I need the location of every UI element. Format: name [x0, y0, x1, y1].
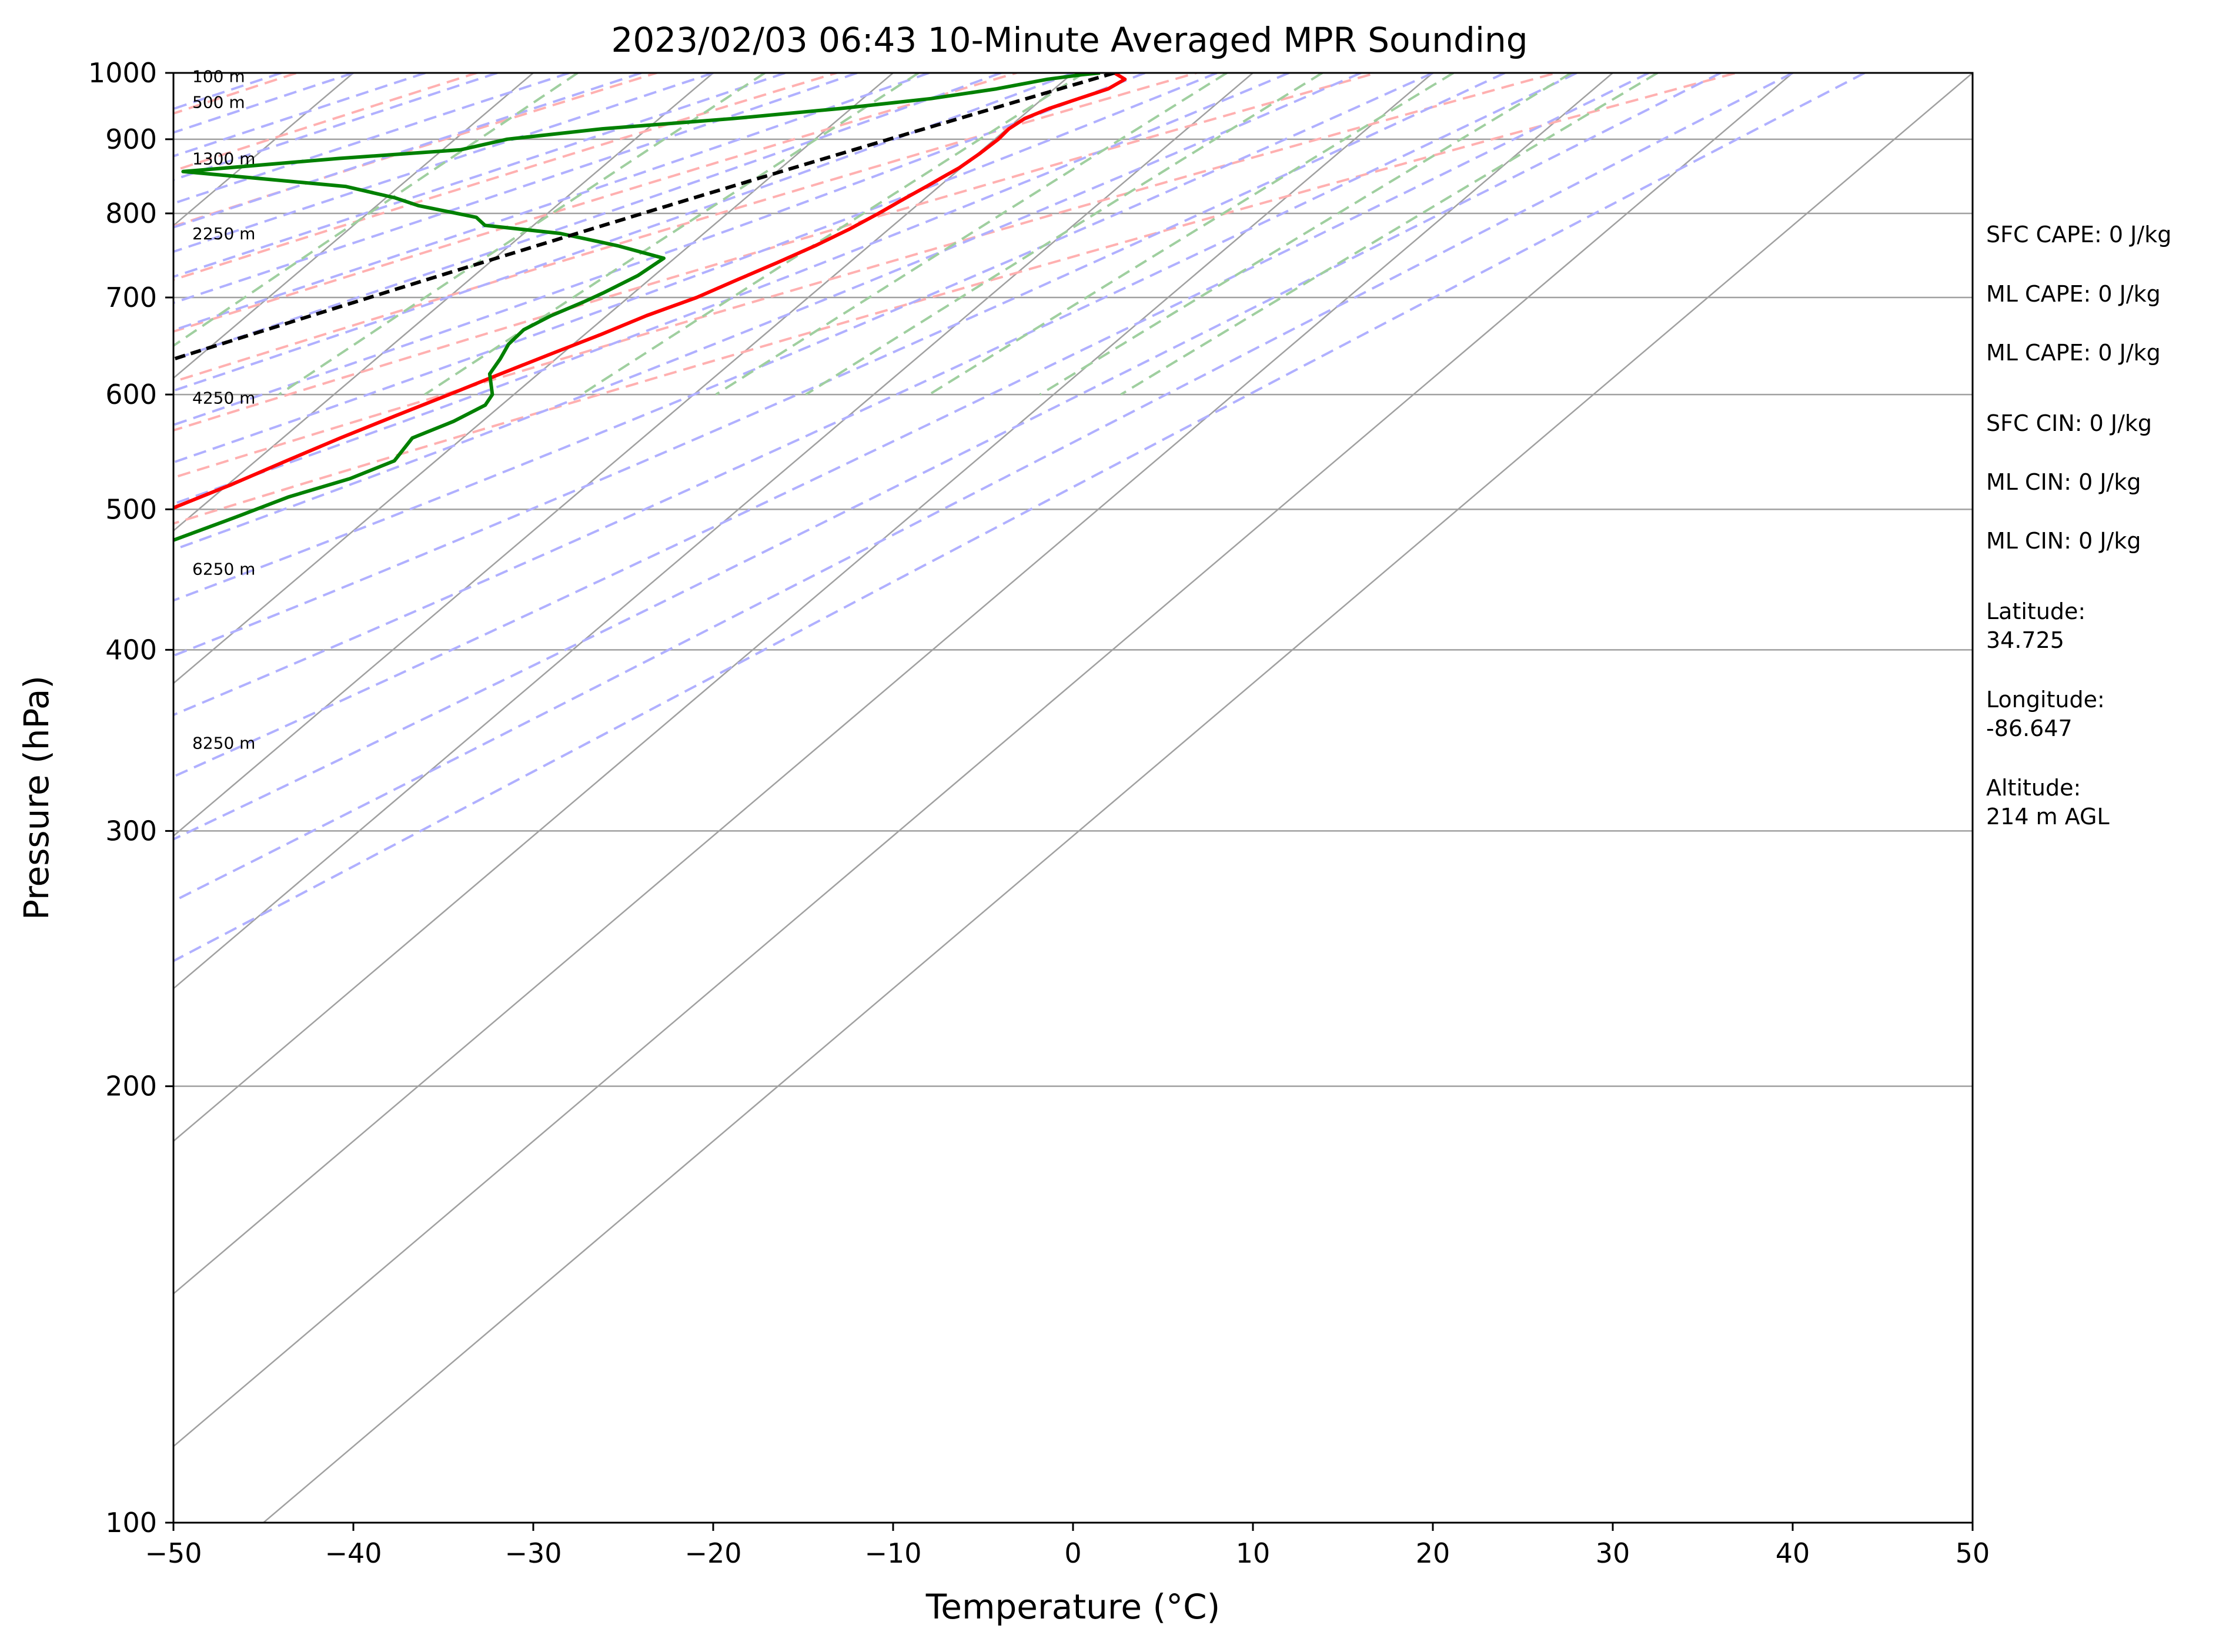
dry-adiabat-line: [173, 73, 1381, 432]
isotherm-line: [173, 73, 534, 379]
moist-adiabat-line: [173, 73, 1577, 717]
isotherm-line: [173, 73, 894, 684]
chart-title: 2023/02/03 06:43 10-Minute Averaged MPR …: [611, 20, 1528, 60]
moist-adiabat-line: [173, 73, 1002, 361]
moist-adiabat-line: [173, 73, 1722, 841]
y-tick-label: 100: [105, 1507, 157, 1539]
x-tick-label: −30: [504, 1537, 561, 1569]
longitude-label: Longitude:: [1986, 687, 2105, 713]
temperature-profile-line: [173, 73, 1127, 510]
background-lines: [173, 73, 1973, 1523]
height-label: 6250 m: [192, 559, 255, 578]
x-tick-label: −20: [684, 1537, 741, 1569]
y-tick-label: 200: [105, 1071, 157, 1102]
y-axis: 100 200 300 400 500 600 700 800 900 1000: [88, 57, 173, 1539]
dry-adiabat-line: [173, 73, 1741, 525]
sfc-cin-text: SFC CIN: 0 J/kg: [1986, 410, 2152, 436]
height-label: 500 m: [192, 92, 245, 112]
latitude-label: Latitude:: [1986, 598, 2085, 624]
x-tick-label: −50: [145, 1537, 202, 1569]
dry-adiabat-line: [173, 73, 1021, 333]
dry-adiabat-line: [173, 73, 1561, 479]
mixing-ratio-line: [928, 73, 1455, 396]
y-tick-label: 500: [105, 493, 157, 525]
y-tick-label: 300: [105, 815, 157, 847]
height-label: 8250 m: [192, 734, 255, 753]
ml-cape-text: ML CAPE: 0 J/kg: [1986, 281, 2161, 307]
y-tick-label: 1000: [88, 57, 157, 89]
sfc-cape-text: SFC CAPE: 0 J/kg: [1986, 222, 2171, 248]
moist-adiabat-line: [173, 73, 1146, 426]
x-tick-label: 40: [1776, 1537, 1810, 1569]
sounding-lines: [173, 73, 1127, 543]
mixing-ratio-line: [1039, 73, 1572, 396]
y-tick-label: 800: [105, 198, 157, 229]
moist-adiabat-line: [173, 73, 1793, 903]
y-tick-label: 700: [105, 282, 157, 313]
dry-adiabat-line: [173, 73, 1201, 383]
dry-adiabat-line: [173, 73, 661, 228]
altitude-label: Altitude:: [1986, 775, 2081, 801]
x-tick-label: 30: [1596, 1537, 1630, 1569]
isotherm-line: [173, 73, 1794, 1447]
side-panel: SFC CAPE: 0 J/kg ML CAPE: 0 J/kg ML CAPE…: [1986, 222, 2171, 830]
moist-adiabat-line: [173, 73, 1650, 778]
height-label: 4250 m: [192, 388, 255, 407]
mixing-ratio-line: [1120, 73, 1659, 396]
ml-cape-text-2: ML CAPE: 0 J/kg: [1986, 340, 2161, 366]
moist-adiabat-line: [173, 73, 1289, 506]
latitude-value: 34.725: [1986, 627, 2064, 653]
height-label: 2250 m: [192, 224, 255, 243]
x-tick-label: −40: [325, 1537, 382, 1569]
mixing-ratio-line: [173, 73, 579, 347]
moist-adiabat-line: [173, 73, 930, 332]
isotherm-line: [173, 73, 1254, 990]
moist-adiabat-line: [173, 73, 498, 181]
mixing-ratio-line: [580, 73, 1085, 396]
moist-adiabat-line: [173, 73, 714, 253]
x-axis-label: Temperature (°C): [925, 1587, 1221, 1627]
y-axis-label: Pressure (hPa): [16, 675, 56, 920]
moist-adiabat-line: [173, 73, 786, 278]
moist-adiabat-line: [173, 73, 1506, 657]
height-label: 100 m: [192, 66, 245, 86]
altitude-value: 214 m AGL: [1986, 804, 2110, 830]
mixing-ratio-line: [805, 73, 1323, 396]
dewpoint-profile-line: [173, 73, 1101, 543]
isotherm-line: [173, 73, 1614, 1295]
ml-cin-text-2: ML CIN: 0 J/kg: [1986, 528, 2141, 554]
y-tick-label: 400: [105, 634, 157, 666]
x-tick-label: −10: [864, 1537, 921, 1569]
ml-cin-text: ML CIN: 0 J/kg: [1986, 469, 2141, 495]
isotherm-line: [262, 73, 1973, 1523]
mixing-ratio-line: [715, 73, 1228, 396]
moist-adiabat-line: [173, 73, 1433, 602]
y-tick-label: 900: [105, 123, 157, 155]
x-tick-label: 20: [1416, 1537, 1450, 1569]
moist-adiabat-line: [173, 73, 570, 205]
moist-adiabat-line: [173, 73, 1362, 551]
longitude-value: -86.647: [1986, 715, 2073, 741]
x-tick-label: 50: [1956, 1537, 1990, 1569]
isotherm-line: [173, 73, 1074, 837]
mixing-ratio-line: [278, 73, 766, 396]
x-axis: −50 −40 −30 −20 −10 0 10 20 30 40 50: [145, 1523, 1990, 1569]
moist-adiabat-line: [173, 73, 642, 229]
isotherm-line: [173, 73, 1434, 1142]
x-tick-label: 10: [1236, 1537, 1271, 1569]
x-tick-label: 0: [1064, 1537, 1081, 1569]
moist-adiabat-line: [173, 73, 1866, 962]
y-tick-label: 600: [105, 379, 157, 410]
